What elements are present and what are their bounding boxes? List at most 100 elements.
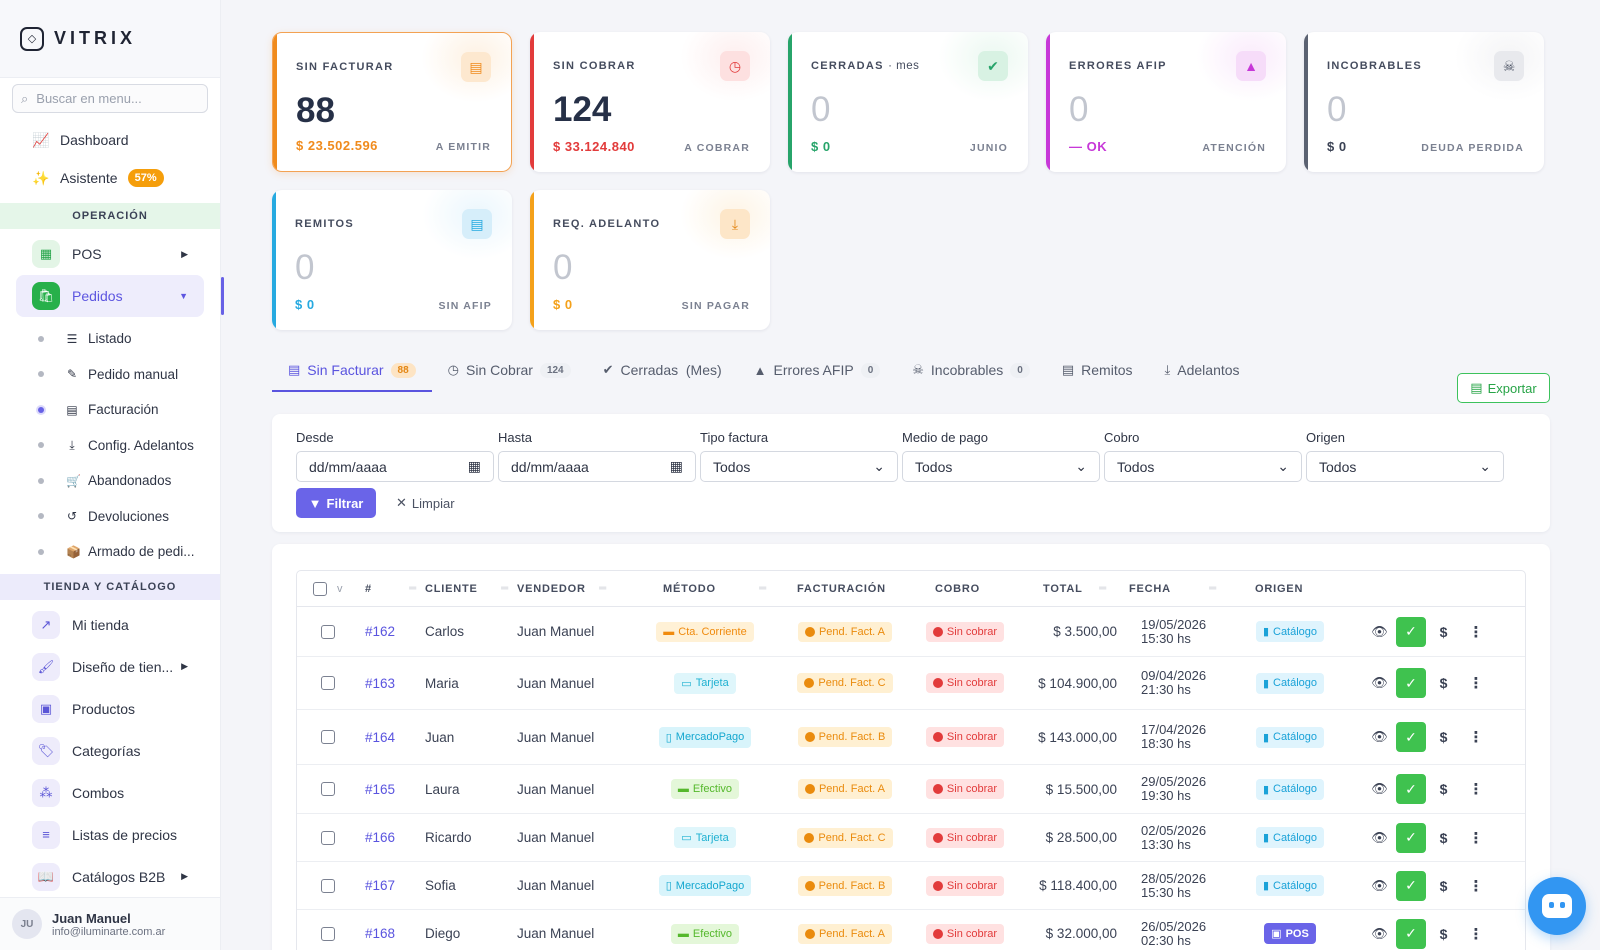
brand-logo[interactable]: ◇ VITRIX [0, 0, 220, 78]
tab-errores-afip[interactable]: ▲ Errores AFIP 0 [738, 350, 897, 390]
confirm-check-button[interactable]: ✓ [1396, 918, 1426, 949]
table-row[interactable]: #164 Juan Juan Manuel ▯ MercadoPago Pend. Fac… [297, 710, 1525, 765]
order-id-link[interactable]: #165 [365, 781, 396, 797]
tab-cerradas[interactable]: ✔ Cerradas (Mes) [587, 350, 738, 390]
kpi-card-cerradas[interactable]: CERRADAS · mes ✔ 0 $ 0 JUNIO [788, 32, 1028, 172]
row-checkbox[interactable] [297, 782, 365, 796]
col-vendedor[interactable]: VENDEDOR ═ [517, 583, 615, 595]
kpi-card-errores-afip[interactable]: ERRORES AFIP ▲ 0 — OK ATENCIÓN [1046, 32, 1286, 172]
more-options-icon[interactable]: ⋮ [1468, 877, 1484, 895]
table-row[interactable]: #163 Maria Juan Manuel ▭ Tarjeta Pend. Fact. … [297, 657, 1525, 710]
order-id-link[interactable]: #168 [365, 926, 396, 941]
order-id-link[interactable]: #164 [365, 729, 396, 745]
sidebar-item-asistente[interactable]: ✨ Asistente 57% [0, 159, 220, 197]
export-button[interactable]: ▤ Exportar [1457, 373, 1550, 403]
more-options-icon[interactable]: ⋮ [1468, 925, 1484, 943]
charge-dollar-icon[interactable]: $ [1439, 781, 1448, 797]
row-checkbox[interactable] [297, 878, 365, 893]
order-id-link[interactable]: #166 [365, 830, 396, 845]
charge-dollar-icon[interactable]: $ [1439, 623, 1448, 640]
confirm-check-button[interactable]: ✓ [1396, 668, 1426, 698]
kpi-card-sin-cobrar[interactable]: SIN COBRAR ◷ 124 $ 33.124.840 A COBRAR [530, 32, 770, 172]
col-facturacion[interactable]: FACTURACIÓN [775, 583, 903, 595]
table-row[interactable]: #166 Ricardo Juan Manuel ▭ Tarjeta Pend. Fact… [297, 814, 1525, 862]
more-options-icon[interactable]: ⋮ [1468, 729, 1484, 746]
confirm-check-button[interactable]: ✓ [1396, 870, 1426, 901]
tab-incobrables[interactable]: ☠ Incobrables 0 [896, 350, 1046, 390]
col-metodo[interactable]: MÉTODO ═ [615, 583, 775, 595]
confirm-check-button[interactable]: ✓ [1396, 616, 1426, 647]
view-eye-icon[interactable]: 👁 [1371, 829, 1388, 845]
select-all-checkbox[interactable] [297, 581, 337, 596]
tab-sin-facturar[interactable]: ▤ Sin Facturar 88 [272, 350, 432, 392]
more-options-icon[interactable]: ⋮ [1468, 781, 1484, 798]
kpi-card-sin-facturar[interactable]: SIN FACTURAR ▤ 88 $ 23.502.596 A EMITIR [272, 32, 512, 172]
sidebar-item-diseno[interactable]: 🖌 Diseño de tien... ▶ [0, 646, 220, 688]
cobro-select[interactable]: Todos ⌄ [1104, 451, 1302, 482]
charge-dollar-icon[interactable]: $ [1439, 877, 1448, 894]
table-row[interactable]: #165 Laura Juan Manuel ▬ Efectivo Pend. Fact.… [297, 765, 1525, 814]
hasta-date-input[interactable]: dd/mm/aaaa ▦ [498, 451, 696, 482]
view-eye-icon[interactable]: 👁 [1371, 623, 1388, 639]
view-eye-icon[interactable]: 👁 [1371, 925, 1388, 941]
col-id[interactable]: # ═ [365, 583, 425, 595]
sidebar-item-mi-tienda[interactable]: ↗ Mi tienda [0, 604, 220, 646]
chatbot-button[interactable] [1528, 877, 1586, 935]
order-id-link[interactable]: #163 [365, 675, 396, 691]
menu-search-input[interactable]: ⌕ Buscar en menu... [12, 84, 208, 113]
order-id-link[interactable]: #162 [365, 624, 396, 639]
sidebar-item-combos[interactable]: ⁂ Combos [0, 772, 220, 814]
col-total[interactable]: TOTAL ═ [1013, 583, 1115, 595]
more-options-icon[interactable]: ⋮ [1468, 829, 1484, 847]
row-checkbox[interactable] [297, 676, 365, 690]
clear-button[interactable]: ✕ Limpiar [396, 488, 455, 518]
submenu-config-adelantos[interactable]: ⤓ Config. Adelantos [0, 428, 220, 464]
table-row[interactable]: #167 Sofia Juan Manuel ▯ MercadoPago Pend. Fa… [297, 862, 1525, 910]
sidebar-item-listas-precios[interactable]: ≡ Listas de precios [0, 814, 220, 856]
row-checkbox[interactable] [297, 926, 365, 941]
table-row[interactable]: #168 Diego Juan Manuel ▬ Efectivo Pend. Fact.… [297, 910, 1525, 950]
kpi-card-incobrables[interactable]: INCOBRABLES ☠ 0 $ 0 DEUDA PERDIDA [1304, 32, 1544, 172]
col-origen[interactable]: ORIGEN [1225, 583, 1335, 595]
kpi-card-req-adelanto[interactable]: REQ. ADELANTO ⤓ 0 $ 0 SIN PAGAR [530, 190, 770, 330]
tab-remitos[interactable]: ▤ Remitos [1046, 350, 1149, 390]
charge-dollar-icon[interactable]: $ [1439, 675, 1448, 691]
sidebar-item-categorias[interactable]: 🏷 Categorías [0, 730, 220, 772]
sidebar-item-catalogos-b2b[interactable]: 📖 Catálogos B2B ▶ [0, 856, 220, 898]
submenu-armado[interactable]: 📦 Armado de pedi... [0, 534, 220, 570]
submenu-listado[interactable]: ☰ Listado [0, 321, 220, 357]
charge-dollar-icon[interactable]: $ [1439, 729, 1448, 745]
col-cliente[interactable]: CLIENTE ═ [425, 583, 517, 595]
tab-adelantos[interactable]: ⤓ Adelantos [1149, 350, 1256, 390]
table-row[interactable]: #162 Carlos Juan Manuel ▬ Cta. Corriente Pend… [297, 607, 1525, 657]
submenu-abandonados[interactable]: 🛒 Abandonados [0, 463, 220, 499]
view-eye-icon[interactable]: 👁 [1371, 877, 1388, 893]
view-eye-icon[interactable]: 👁 [1371, 729, 1388, 744]
sidebar-item-pedidos[interactable]: 🛍 Pedidos ▼ [16, 275, 224, 317]
col-cobro[interactable]: COBRO [903, 583, 1013, 595]
medio-pago-select[interactable]: Todos ⌄ [902, 451, 1100, 482]
kpi-card-remitos[interactable]: REMITOS ▤ 0 $ 0 SIN AFIP [272, 190, 512, 330]
origen-select[interactable]: Todos ⌄ [1306, 451, 1504, 482]
desde-date-input[interactable]: dd/mm/aaaa ▦ [296, 451, 494, 482]
more-options-icon[interactable]: ⋮ [1468, 623, 1484, 641]
sidebar-item-pos[interactable]: ▦ POS ▶ [0, 233, 220, 275]
submenu-pedido-manual[interactable]: ✎ Pedido manual [0, 357, 220, 393]
sidebar-item-productos[interactable]: ▣ Productos [0, 688, 220, 730]
row-checkbox[interactable] [297, 730, 365, 744]
filter-button[interactable]: ▼ Filtrar [296, 488, 376, 518]
sidebar-item-dashboard[interactable]: 📈 Dashboard [0, 121, 220, 159]
tab-sin-cobrar[interactable]: ◷ Sin Cobrar 124 [432, 350, 587, 390]
more-options-icon[interactable]: ⋮ [1468, 675, 1484, 692]
row-checkbox[interactable] [297, 624, 365, 639]
tipo-factura-select[interactable]: Todos ⌄ [700, 451, 898, 482]
row-checkbox[interactable] [297, 830, 365, 845]
confirm-check-button[interactable]: ✓ [1396, 722, 1426, 752]
charge-dollar-icon[interactable]: $ [1439, 829, 1448, 846]
submenu-facturacion[interactable]: ▤ Facturación [0, 392, 220, 428]
submenu-devoluciones[interactable]: ↺ Devoluciones [0, 499, 220, 535]
col-fecha[interactable]: FECHA ═ [1115, 583, 1225, 595]
user-profile[interactable]: JU Juan Manuel info@iluminarte.com.ar [0, 897, 220, 950]
confirm-check-button[interactable]: ✓ [1396, 822, 1426, 853]
view-eye-icon[interactable]: 👁 [1371, 675, 1388, 690]
